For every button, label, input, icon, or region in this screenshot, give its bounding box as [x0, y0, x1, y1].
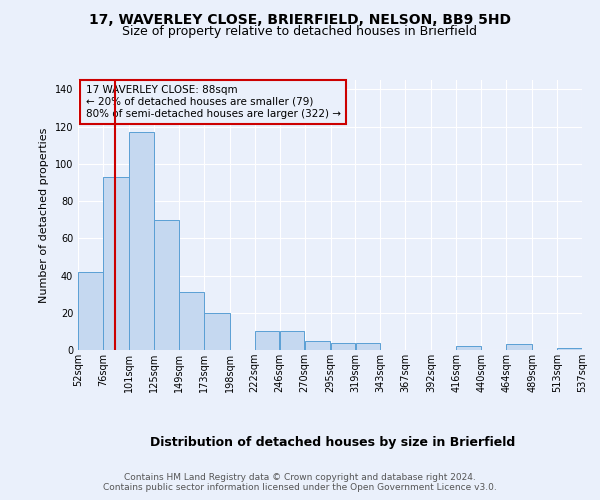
Bar: [204, 313, 230, 350]
Bar: [331, 342, 355, 350]
Text: Distribution of detached houses by size in Brierfield: Distribution of detached houses by size …: [151, 436, 515, 449]
Bar: [129, 132, 154, 350]
Y-axis label: Number of detached properties: Number of detached properties: [39, 128, 49, 302]
Text: Contains HM Land Registry data © Crown copyright and database right 2024.
Contai: Contains HM Land Registry data © Crown c…: [103, 473, 497, 492]
Bar: [280, 332, 304, 350]
Bar: [356, 342, 380, 350]
Text: 17 WAVERLEY CLOSE: 88sqm
← 20% of detached houses are smaller (79)
80% of semi-d: 17 WAVERLEY CLOSE: 88sqm ← 20% of detach…: [86, 86, 341, 118]
Bar: [103, 177, 129, 350]
Bar: [457, 346, 481, 350]
Bar: [78, 272, 103, 350]
Bar: [557, 348, 582, 350]
Bar: [506, 344, 532, 350]
Bar: [154, 220, 179, 350]
Text: 17, WAVERLEY CLOSE, BRIERFIELD, NELSON, BB9 5HD: 17, WAVERLEY CLOSE, BRIERFIELD, NELSON, …: [89, 12, 511, 26]
Bar: [255, 332, 280, 350]
Bar: [305, 340, 331, 350]
Text: Size of property relative to detached houses in Brierfield: Size of property relative to detached ho…: [122, 25, 478, 38]
Bar: [179, 292, 203, 350]
